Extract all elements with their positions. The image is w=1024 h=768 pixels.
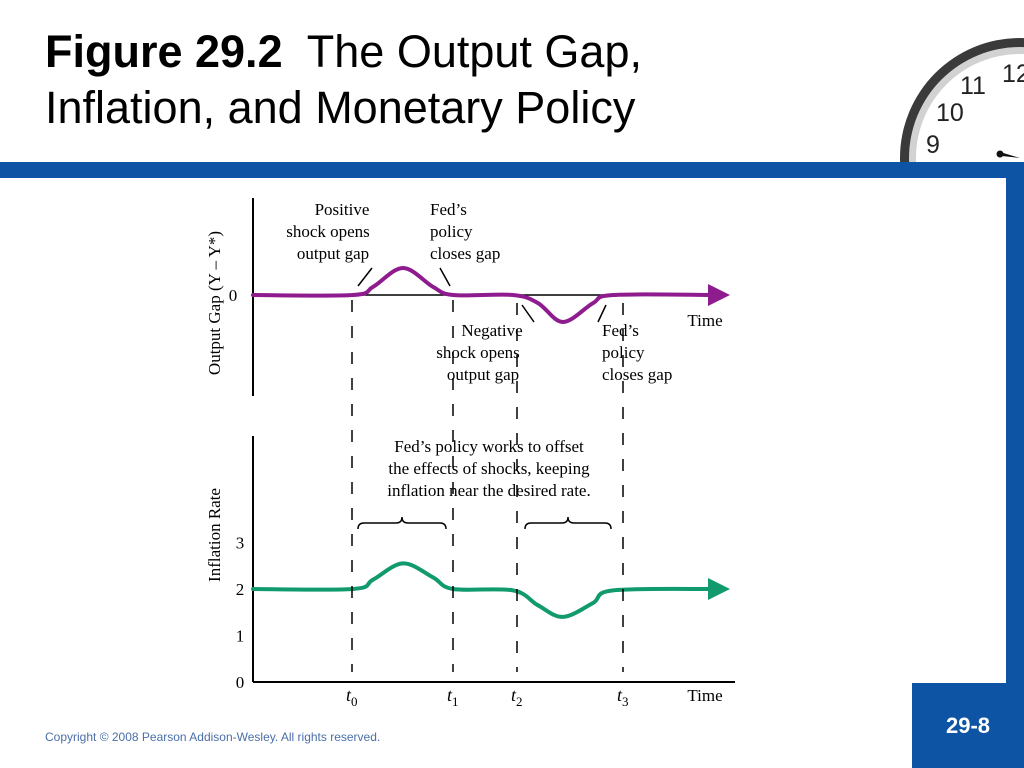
- clock-image: 12 11 10 9: [896, 34, 1024, 162]
- header-band: [0, 162, 1024, 178]
- annotation-negative-shock-line-1: Negative: [461, 321, 522, 340]
- clock-numeral-12: 12: [1002, 60, 1024, 88]
- annotation-positive-shock-line-2: shock opens: [286, 222, 370, 241]
- slide-title: Figure 29.2 The Output Gap, Inflation, a…: [45, 24, 865, 136]
- inflation-y-tick-2: 2: [236, 580, 245, 599]
- clock-hand-tip: [996, 150, 1004, 158]
- title-text: The Output Gap,: [306, 26, 642, 77]
- time-label-t0: t0: [346, 685, 358, 709]
- output-gap-x-label: Time: [687, 311, 722, 330]
- inflation-y-tick-3: 3: [236, 534, 245, 553]
- positive-shock-bracket: [357, 267, 451, 287]
- inflation-panel: Inflation Rate Time 0 1 2 3 Fed’s policy wo…: [205, 436, 735, 705]
- time-label-t1: t1: [447, 685, 459, 709]
- time-markers: t0 t1 t2 t3: [346, 300, 629, 709]
- output-gap-y-label: Output Gap (Y – Y*): [205, 231, 224, 375]
- annotation-fed-closes-1-line-1: Fed’s: [430, 200, 467, 219]
- right-edge-bar: [1006, 178, 1024, 683]
- annotation-positive-shock-line-3: output gap: [297, 244, 369, 263]
- clock-numeral-11: 11: [960, 72, 986, 100]
- time-label-t3: t3: [617, 685, 629, 709]
- annotation-fed-policy-line-1: Fed’s policy works to offset: [394, 437, 584, 456]
- figure-number: Figure 29.2: [45, 26, 283, 77]
- annotation-fed-closes-1-line-3: closes gap: [430, 244, 500, 263]
- inflation-x-label: Time: [687, 686, 722, 705]
- output-gap-zero-tick: 0: [229, 286, 238, 305]
- clock-hand: [1000, 152, 1020, 158]
- inflation-bracket-right: [524, 516, 612, 530]
- clock-face: [916, 54, 1024, 162]
- inflation-arrowhead: [708, 578, 730, 600]
- title-line-2: Inflation, and Monetary Policy: [45, 82, 636, 133]
- inflation-series-line: [251, 561, 714, 619]
- clock-numeral-9: 9: [926, 131, 940, 159]
- page-number: 29-8: [945, 712, 991, 738]
- annotation-fed-closes-2-line-2: policy: [602, 343, 645, 362]
- title-line-1: Figure 29.2 The Output Gap,: [45, 24, 865, 80]
- inflation-y-tick-1: 1: [236, 627, 245, 646]
- annotation-fed-policy-line-2: the effects of shocks, keeping: [388, 459, 590, 478]
- annotation-fed-closes-2-line-3: closes gap: [602, 365, 672, 384]
- clock-numeral-10: 10: [936, 99, 964, 127]
- annotation-negative-shock-line-2: shock opens: [436, 343, 520, 362]
- annotation-negative-shock-line-3: output gap: [447, 365, 519, 384]
- inflation-bracket-left: [357, 516, 447, 530]
- output-gap-panel: 0 Output Gap (Y – Y*) Time Positive shoc…: [205, 198, 730, 396]
- page-number-box: 29-8: [912, 683, 1024, 768]
- annotation-fed-policy-line-3: inflation near the desired rate.: [387, 481, 590, 500]
- time-label-t2: t2: [511, 685, 523, 709]
- negative-shock-bracket: [521, 304, 607, 323]
- inflation-y-tick-0: 0: [236, 673, 245, 692]
- output-gap-series-line: [251, 265, 714, 325]
- copyright-text: Copyright © 2008 Pearson Addison-Wesley.…: [45, 730, 381, 744]
- inflation-y-label: Inflation Rate: [205, 488, 224, 582]
- annotation-fed-closes-1-line-2: policy: [430, 222, 473, 241]
- annotation-fed-closes-2-line-1: Fed’s: [602, 321, 639, 340]
- annotation-positive-shock-line-1: Positive: [315, 200, 370, 219]
- output-gap-arrowhead: [708, 284, 730, 306]
